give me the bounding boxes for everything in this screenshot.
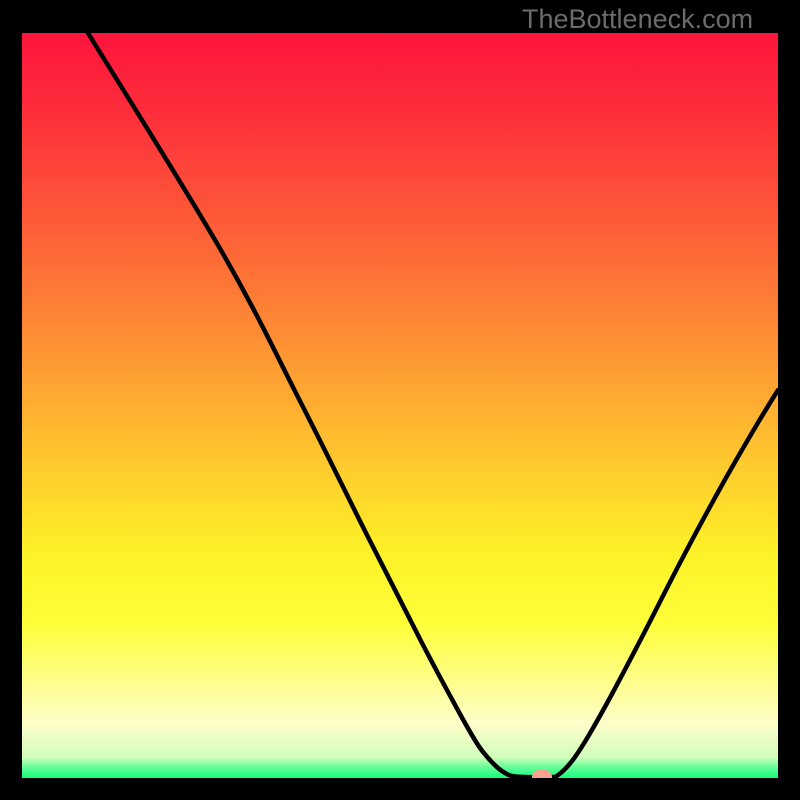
chart-canvas: TheBottleneck.com (0, 0, 800, 800)
frame-right (778, 0, 800, 800)
watermark-text: TheBottleneck.com (522, 4, 753, 35)
bottleneck-curve (22, 33, 778, 778)
frame-bottom (0, 778, 800, 800)
plot-area (22, 33, 778, 778)
frame-left (0, 0, 22, 800)
curve-path (88, 33, 778, 777)
